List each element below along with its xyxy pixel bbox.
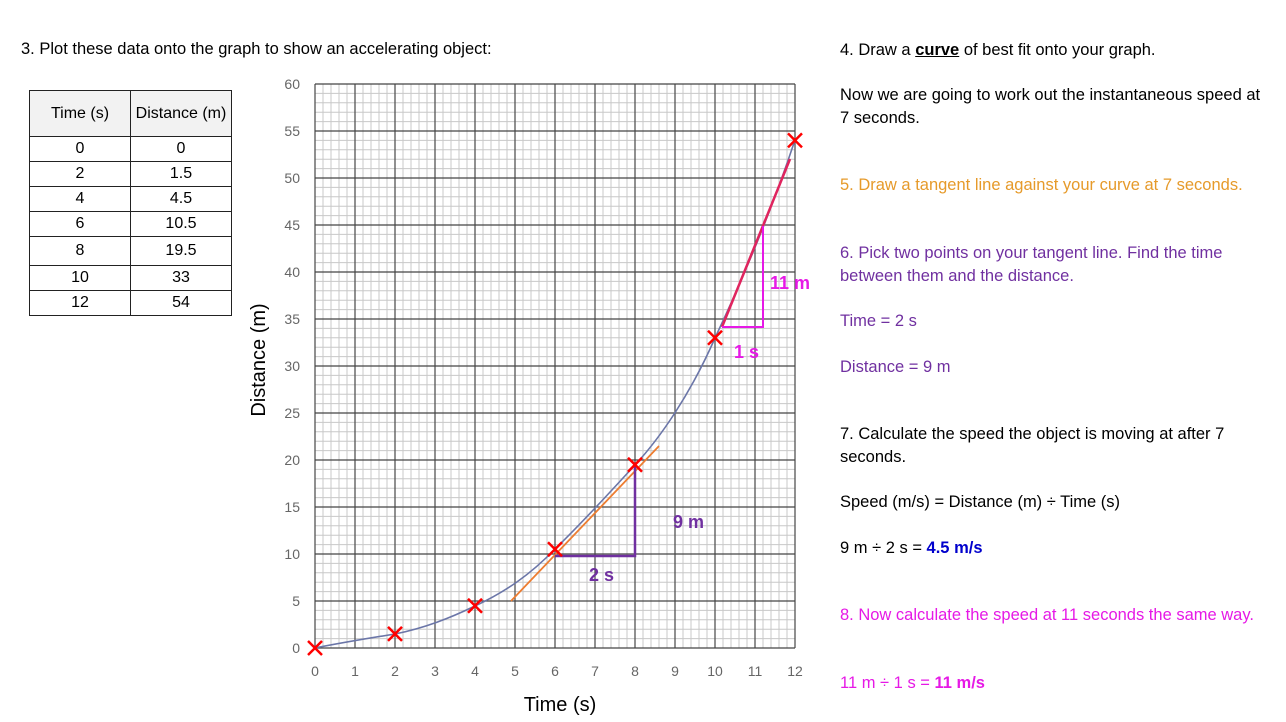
cell-time: 6 — [29, 211, 131, 237]
calc-11s-expression: 11 m ÷ 1 s = — [840, 674, 935, 692]
question-8-text: 8. Now calculate the speed at 11 seconds… — [840, 606, 1254, 624]
cell-distance: 19.5 — [130, 236, 232, 266]
cell-time: 8 — [29, 236, 131, 266]
q4-emphasis: curve — [915, 41, 960, 59]
y-tick-label: 40 — [284, 264, 300, 280]
calc-7s-result: 4.5 m/s — [926, 539, 983, 557]
x-tick-label: 8 — [631, 663, 639, 679]
y-tick-label: 30 — [284, 358, 300, 374]
data-point-marker — [547, 541, 563, 558]
data-point-marker — [627, 456, 643, 473]
calculation-7s: 9 m ÷ 2 s = 4.5 m/s — [840, 537, 1270, 560]
y-tick-label: 20 — [284, 452, 300, 468]
question-3-text: 3. Plot these data onto the graph to sho… — [21, 40, 492, 58]
y-tick-label: 5 — [292, 593, 300, 609]
data-point-markers — [307, 132, 803, 656]
x-axis-ticks: 0 1 2 3 4 5 6 7 8 9 10 11 12 — [311, 663, 803, 679]
cell-distance: 10.5 — [130, 211, 232, 237]
cell-distance: 33 — [130, 265, 232, 291]
x-tick-label: 2 — [391, 663, 399, 679]
y-tick-label: 25 — [284, 405, 300, 421]
question-6-text: 6. Pick two points on your tangent line.… — [840, 244, 1223, 285]
table-row: 2 1.5 — [29, 161, 232, 187]
speed-formula: Speed (m/s) = Distance (m) ÷ Time (s) — [840, 493, 1120, 511]
y-tick-label: 50 — [284, 170, 300, 186]
x-tick-label: 7 — [591, 663, 599, 679]
y-tick-label: 0 — [292, 640, 300, 656]
table-row: 8 19.5 — [29, 236, 232, 266]
cell-distance: 0 — [130, 136, 232, 162]
time-answer: Time = 2 s — [840, 312, 917, 330]
intro-text: Now we are going to work out the instant… — [840, 86, 1261, 127]
table-row: 6 10.5 — [29, 211, 232, 237]
table-row: 12 54 — [29, 290, 232, 316]
x-tick-label: 3 — [431, 663, 439, 679]
x-axis-label: Time (s) — [524, 694, 597, 716]
triangle-base-label-11s: 1 s — [734, 342, 759, 362]
cell-time: 2 — [29, 161, 131, 187]
cell-distance: 1.5 — [130, 161, 232, 187]
calculation-11s: 11 m ÷ 1 s = 11 m/s — [840, 672, 1270, 695]
cell-distance: 54 — [130, 290, 232, 316]
triangle-height-label-11s: 11 m — [770, 273, 810, 293]
cell-time: 4 — [29, 186, 131, 212]
x-tick-label: 0 — [311, 663, 319, 679]
y-tick-label: 35 — [284, 311, 300, 327]
question-7-text: 7. Calculate the speed the object is mov… — [840, 425, 1225, 466]
gradient-triangle-7s — [555, 467, 637, 558]
y-tick-label: 15 — [284, 499, 300, 515]
y-tick-label: 60 — [284, 76, 300, 92]
question-4-text: 4. Draw a curve of best fit onto your gr… — [840, 39, 1270, 62]
y-tick-label: 55 — [284, 123, 300, 139]
y-axis-ticks: 0 5 10 15 20 25 30 35 40 45 50 55 60 — [284, 76, 300, 656]
x-tick-label: 9 — [671, 663, 679, 679]
q4-prefix: 4. Draw a — [840, 41, 916, 59]
x-tick-label: 4 — [471, 663, 479, 679]
y-tick-label: 10 — [284, 546, 300, 562]
x-tick-label: 10 — [707, 663, 723, 679]
y-tick-label: 45 — [284, 217, 300, 233]
q4-suffix: of best fit onto your graph. — [959, 41, 1156, 59]
data-point-marker — [787, 132, 803, 149]
x-tick-label: 1 — [351, 663, 359, 679]
distance-answer: Distance = 9 m — [840, 358, 951, 376]
x-tick-label: 5 — [511, 663, 519, 679]
tangent-line-11s — [720, 158, 792, 328]
x-tick-label: 6 — [551, 663, 559, 679]
data-point-marker — [467, 597, 483, 614]
gradient-triangle-11s — [722, 226, 764, 328]
data-point-marker — [707, 329, 723, 346]
triangle-base-label-7s: 2 s — [589, 565, 614, 585]
x-tick-label: 11 — [748, 663, 763, 679]
triangle-height-label-7s: 9 m — [673, 512, 704, 532]
x-tick-label: 12 — [787, 663, 803, 679]
calc-7s-expression: 9 m ÷ 2 s = — [840, 539, 927, 557]
table-header-row: Time (s) Distance (m) — [29, 90, 232, 137]
question-5-text: 5. Draw a tangent line against your curv… — [840, 176, 1243, 194]
calc-11s-result: 11 m/s — [934, 674, 985, 692]
data-point-marker — [307, 640, 323, 656]
y-axis-label: Distance (m) — [248, 303, 270, 416]
table-row: 4 4.5 — [29, 186, 232, 212]
data-point-marker — [387, 626, 403, 642]
header-distance: Distance (m) — [130, 90, 232, 137]
